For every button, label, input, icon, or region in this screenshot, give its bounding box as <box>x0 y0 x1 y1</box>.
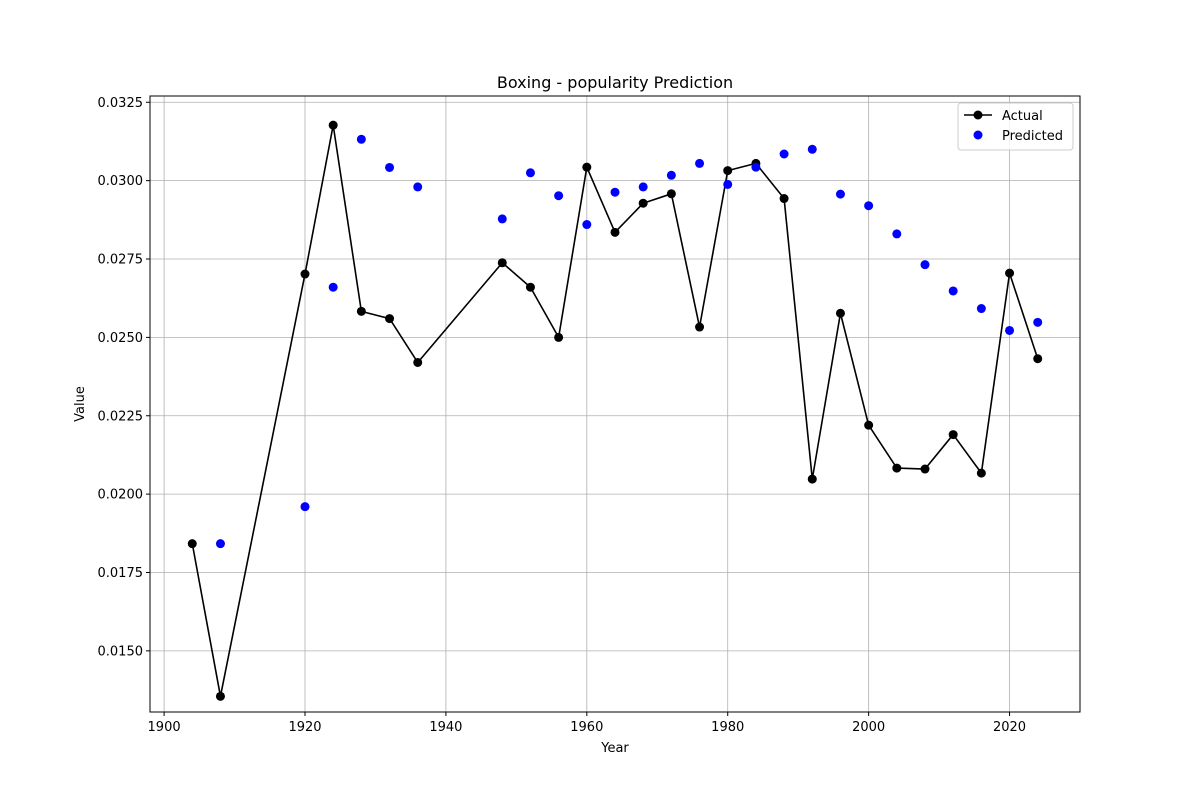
x-tick-label: 1900 <box>148 720 181 735</box>
legend-actual-marker <box>973 110 983 120</box>
predicted-point <box>835 189 845 199</box>
predicted-point <box>723 179 733 189</box>
y-tick-label: 0.0250 <box>98 331 144 346</box>
x-tick-label: 2020 <box>993 720 1026 735</box>
x-tick-label: 1960 <box>570 720 603 735</box>
predicted-point <box>525 168 535 178</box>
grid <box>150 96 1080 712</box>
predicted-point <box>638 182 648 192</box>
predicted-point <box>356 134 366 144</box>
predicted-point <box>892 229 902 239</box>
actual-point <box>1033 354 1043 364</box>
predicted-point <box>215 539 225 549</box>
chart-title: Boxing - popularity Prediction <box>497 73 733 92</box>
actual-point <box>892 463 902 473</box>
x-axis-label: Year <box>600 741 629 756</box>
actual-point <box>864 420 874 430</box>
predicted-point <box>920 260 930 270</box>
actual-point <box>582 162 592 172</box>
actual-point <box>300 269 310 279</box>
y-tick-label: 0.0175 <box>98 566 144 581</box>
y-tick-label: 0.0325 <box>98 96 144 111</box>
legend-predicted-label: Predicted <box>1002 129 1063 144</box>
predicted-point <box>864 201 874 211</box>
predicted-point <box>497 214 507 224</box>
predicted-point <box>807 144 817 154</box>
x-tick-label: 1940 <box>429 720 462 735</box>
x-axis-ticks: 1900 1920 1940 1960 1980 2000 2020 <box>148 712 1026 735</box>
predicted-point <box>385 162 395 172</box>
y-tick-label: 0.0300 <box>98 174 144 189</box>
actual-point <box>779 194 789 204</box>
actual-point <box>835 308 845 318</box>
predicted-point <box>666 170 676 180</box>
actual-point <box>610 227 620 237</box>
actual-point <box>807 474 817 484</box>
plot-frame <box>149 95 1081 713</box>
actual-point <box>920 464 930 474</box>
predicted-point <box>413 182 423 192</box>
actual-point <box>976 468 986 478</box>
actual-point <box>413 357 423 367</box>
y-axis-label: Value <box>73 386 88 422</box>
x-tick-label: 2000 <box>852 720 885 735</box>
series-layer <box>187 120 1043 701</box>
actual-point <box>187 539 197 549</box>
predicted-point <box>976 304 986 314</box>
actual-point <box>554 332 564 342</box>
actual-point <box>948 430 958 440</box>
y-tick-label: 0.0275 <box>98 253 144 268</box>
x-tick-label: 1920 <box>288 720 321 735</box>
actual-point <box>215 691 225 701</box>
actual-point <box>385 314 395 324</box>
predicted-point <box>751 162 761 172</box>
predicted-point <box>328 282 338 292</box>
predicted-point <box>1005 325 1015 335</box>
predicted-point <box>300 502 310 512</box>
x-tick-label: 1980 <box>711 720 744 735</box>
legend-predicted-marker <box>973 130 983 140</box>
legend-actual-label: Actual <box>1002 109 1043 124</box>
actual-point <box>666 189 676 199</box>
actual-point <box>723 166 733 176</box>
actual-point <box>525 282 535 292</box>
predicted-point <box>582 220 592 230</box>
actual-point <box>638 198 648 208</box>
predicted-point <box>610 187 620 197</box>
predicted-point <box>1033 317 1043 327</box>
actual-point <box>497 258 507 268</box>
legend: Actual Predicted <box>957 102 1074 151</box>
y-tick-label: 0.0150 <box>98 644 144 659</box>
predicted-point <box>948 286 958 296</box>
actual-point <box>695 322 705 332</box>
actual-point <box>1005 268 1015 278</box>
predicted-point <box>695 158 705 168</box>
y-tick-label: 0.0225 <box>98 409 144 424</box>
y-axis-ticks: 0.0150 0.0175 0.0200 0.0225 0.0250 0.0275 0.03… <box>98 96 150 659</box>
actual-point <box>356 306 366 316</box>
y-tick-label: 0.0200 <box>98 488 144 503</box>
predicted-point <box>779 149 789 159</box>
series-predicted <box>215 134 1043 549</box>
actual-point <box>328 120 338 130</box>
predicted-point <box>554 191 564 201</box>
